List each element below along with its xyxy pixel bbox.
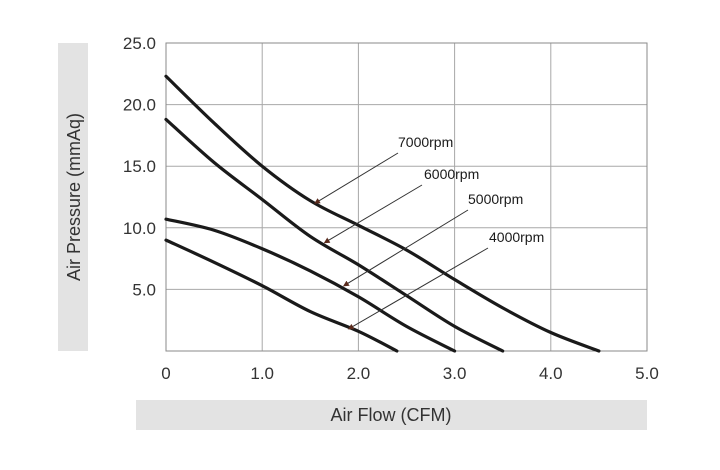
y-tick-label: 25.0 (123, 34, 156, 53)
x-tick-label: 1.0 (250, 364, 274, 383)
y-tick-label: 15.0 (123, 157, 156, 176)
leader-line-7000rpm (314, 152, 399, 204)
y-axis-title: Air Pressure (mmAq) (64, 113, 84, 281)
series-line-7000rpm (164, 74, 601, 353)
leader-line-6000rpm (323, 184, 423, 244)
series-line-4000rpm (164, 238, 399, 353)
grid (166, 43, 647, 351)
x-tick-label: 3.0 (443, 364, 467, 383)
x-axis-title-band (136, 400, 647, 430)
x-axis-title: Air Flow (CFM) (331, 405, 452, 425)
x-tick-label: 2.0 (347, 364, 371, 383)
x-tick-label: 5.0 (635, 364, 659, 383)
y-axis-title-band (58, 43, 88, 351)
x-tick-label: 4.0 (539, 364, 563, 383)
series-line-6000rpm (164, 117, 505, 353)
y-tick-label: 5.0 (132, 280, 156, 299)
x-tick-label: 0 (161, 364, 170, 383)
leader-line-5000rpm (342, 209, 469, 287)
series-label-4000rpm: 4000rpm (489, 229, 544, 245)
y-tick-label: 10.0 (123, 219, 156, 238)
series-label-5000rpm: 5000rpm (468, 191, 523, 207)
series-label-7000rpm: 7000rpm (398, 134, 453, 150)
series-lines (164, 74, 601, 353)
leader-line-4000rpm (347, 247, 489, 330)
series-annotations: 7000rpm 6000rpm 5000rpm 4000rpm (314, 134, 544, 330)
y-tick-label: 20.0 (123, 96, 156, 115)
series-line-5000rpm (164, 217, 457, 353)
tick-labels: 0 1.0 2.0 3.0 4.0 5.0 5.0 10.0 15.0 20.0 25.0 (123, 34, 659, 383)
plot-frame (165, 42, 648, 352)
series-label-6000rpm: 6000rpm (424, 166, 479, 182)
